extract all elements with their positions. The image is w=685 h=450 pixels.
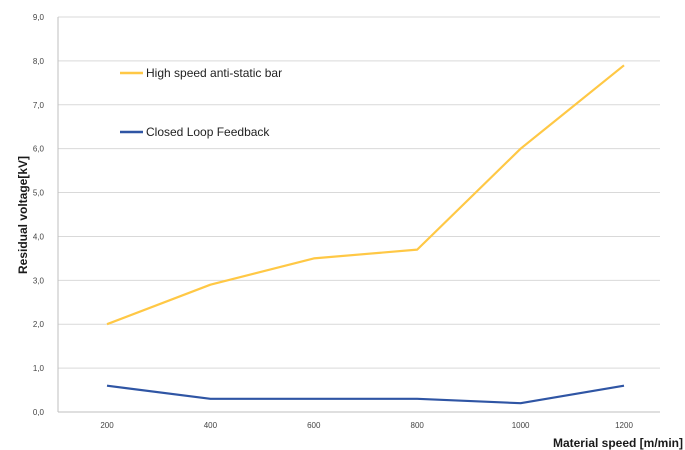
- y-tick-labels: 0,0 1,0 2,0 3,0 4,0 5,0 6,0 7,0 8,0 9,0: [33, 13, 45, 417]
- x-tick-label: 800: [411, 421, 425, 430]
- y-tick-label: 4,0: [33, 232, 45, 241]
- y-axis-title: Residual voltage[kV]: [16, 156, 30, 274]
- series-line-closed-loop: [106, 384, 625, 405]
- x-tick-labels: 200 400 600 800 1000 1200: [100, 421, 633, 430]
- series-line-high-speed: [106, 64, 625, 326]
- y-tick-label: 1,0: [33, 364, 45, 373]
- y-tick-label: 6,0: [33, 145, 45, 154]
- y-tick-label: 2,0: [33, 320, 45, 329]
- x-tick-label: 1200: [615, 421, 633, 430]
- y-tick-label: 5,0: [33, 189, 45, 198]
- x-tick-label: 200: [100, 421, 114, 430]
- legend-label-closed-loop: Closed Loop Feedback: [146, 125, 270, 139]
- legend: High speed anti-static bar Closed Loop F…: [120, 66, 282, 139]
- x-tick-label: 600: [307, 421, 321, 430]
- legend-label-high-speed: High speed anti-static bar: [146, 66, 282, 80]
- x-tick-label: 400: [204, 421, 218, 430]
- x-axis-title: Material speed [m/min]: [553, 436, 683, 450]
- y-tick-label: 3,0: [33, 276, 45, 285]
- gridlines: [58, 16, 660, 369]
- y-tick-label: 7,0: [33, 101, 45, 110]
- y-tick-label: 0,0: [33, 408, 45, 417]
- y-tick-label: 8,0: [33, 57, 45, 66]
- x-tick-label: 1000: [512, 421, 530, 430]
- series-lines: [106, 64, 625, 405]
- y-tick-label: 9,0: [33, 13, 45, 22]
